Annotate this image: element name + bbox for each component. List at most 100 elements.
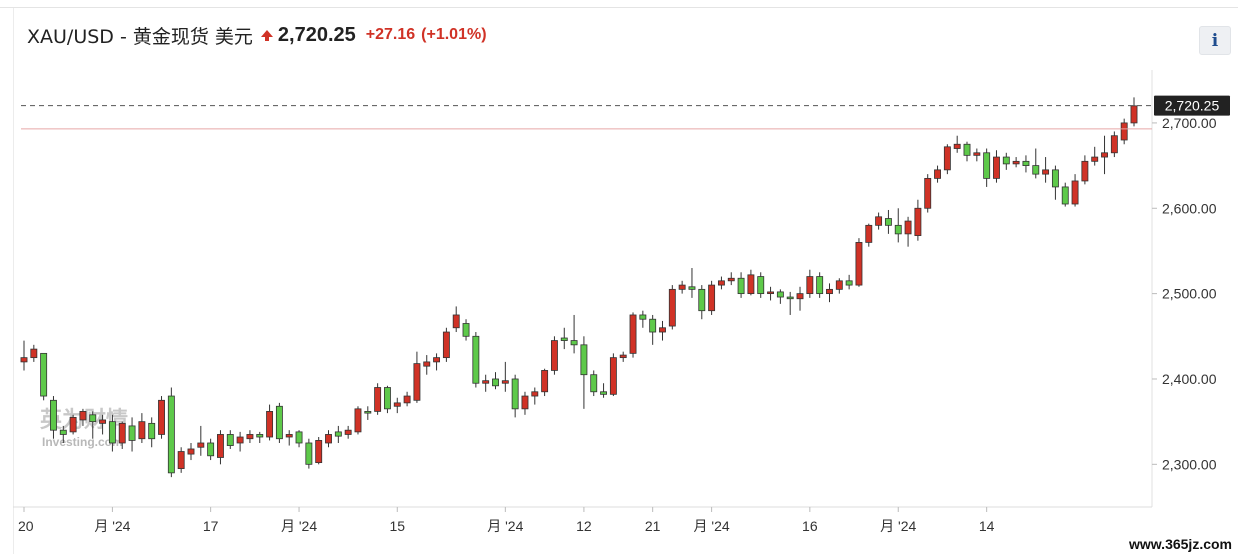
candle-body: [315, 440, 323, 464]
candle-up: [79, 408, 87, 426]
candle-body: [207, 442, 215, 457]
candle-up: [30, 344, 38, 362]
candle-up: [865, 223, 873, 247]
candle-up: [835, 278, 843, 294]
candle-up: [69, 414, 77, 435]
grid-lines: [13, 70, 1153, 508]
candle-body: [1051, 169, 1059, 188]
candle-up: [806, 269, 814, 298]
last-price: 2,720.25: [277, 23, 356, 46]
candle-body: [197, 442, 205, 448]
candle-up: [433, 353, 441, 371]
candle-down: [639, 310, 647, 328]
candle-body: [894, 224, 902, 235]
candle-down: [845, 274, 853, 290]
candle-up: [325, 430, 332, 448]
candle-down: [737, 272, 745, 298]
candle-body: [934, 169, 941, 179]
candle-body: [246, 434, 254, 440]
candle-body: [767, 291, 774, 295]
candle-up: [285, 430, 293, 446]
candle-body: [374, 387, 382, 412]
candle-up: [924, 174, 932, 213]
candle-body: [600, 391, 608, 395]
candle-up: [1071, 174, 1079, 207]
candle-body: [727, 277, 735, 282]
candle-up: [659, 320, 666, 341]
candle-down: [384, 385, 391, 414]
candle-body: [482, 380, 490, 384]
quote-header: XAU/USD - 黄金现货 美元 2,720.25 +27.16 (+1.01…: [27, 22, 493, 48]
candle-up: [521, 391, 529, 415]
candle-down: [816, 272, 824, 298]
candle-down: [167, 387, 175, 478]
candle-body: [148, 422, 156, 440]
candle-body: [1002, 156, 1010, 165]
instrument-title: XAU/USD - 黄金现货 美元: [27, 25, 253, 48]
candle-up: [374, 383, 382, 415]
candle-body: [236, 436, 244, 444]
x-tick-label: 15: [389, 518, 405, 534]
candle-up: [393, 397, 401, 414]
candle-body: [590, 374, 598, 393]
candle-body: [452, 314, 460, 329]
candle-body: [619, 354, 627, 359]
candle-up: [531, 387, 539, 405]
candle-body: [462, 323, 470, 337]
candle-body: [1012, 160, 1020, 165]
candle-down: [1061, 182, 1069, 207]
candle-body: [79, 411, 87, 421]
candle-body: [708, 284, 716, 312]
candle-up: [1130, 97, 1138, 127]
candle-up: [501, 361, 509, 392]
candle-up: [973, 148, 981, 162]
candle-up: [767, 286, 774, 301]
y-tick-label: 2,600.00: [1162, 200, 1217, 216]
candle-body: [796, 293, 804, 300]
candle-body: [40, 352, 48, 397]
candle-body: [1081, 160, 1089, 182]
candle-up: [629, 312, 637, 358]
candle-body: [403, 395, 411, 404]
candle-down: [50, 396, 57, 439]
candle-body: [973, 152, 981, 156]
candle-up: [747, 269, 755, 296]
candle-body: [108, 421, 116, 444]
candle-body: [826, 288, 833, 295]
candle-body: [963, 143, 971, 156]
candle-down: [757, 272, 765, 298]
candle-body: [118, 422, 126, 444]
candle-body: [629, 314, 637, 354]
candle-up: [1120, 118, 1128, 145]
candle-down: [786, 291, 794, 315]
x-tick-label: 17: [203, 518, 219, 534]
candle-down: [1032, 148, 1040, 179]
candle-down: [364, 406, 372, 420]
candle-body: [531, 391, 539, 397]
candle-body: [511, 378, 519, 410]
candle-down: [492, 372, 499, 390]
last-price-tag-box: [1154, 95, 1230, 116]
candle-body: [1130, 105, 1138, 124]
candle-down: [295, 430, 303, 448]
candle-body: [1091, 156, 1099, 162]
x-tick-label: 14: [979, 518, 995, 534]
candle-up: [934, 165, 941, 183]
candle-body: [89, 414, 97, 423]
x-tick-label: 12: [576, 518, 592, 534]
candle-down: [580, 336, 588, 409]
candle-up: [118, 421, 126, 449]
candle-down: [462, 319, 470, 341]
candle-down: [1051, 165, 1059, 200]
candle-body: [609, 357, 617, 395]
info-button[interactable]: i: [1199, 26, 1231, 55]
candle-body: [806, 276, 814, 295]
candle-up: [1101, 135, 1108, 175]
candle-up: [914, 199, 922, 241]
candle-body: [50, 399, 57, 431]
candle-down: [148, 417, 156, 448]
window-top-strip: [0, 0, 1238, 8]
candle-body: [1101, 152, 1108, 158]
candle-body: [305, 442, 313, 465]
candle-body: [649, 318, 657, 333]
